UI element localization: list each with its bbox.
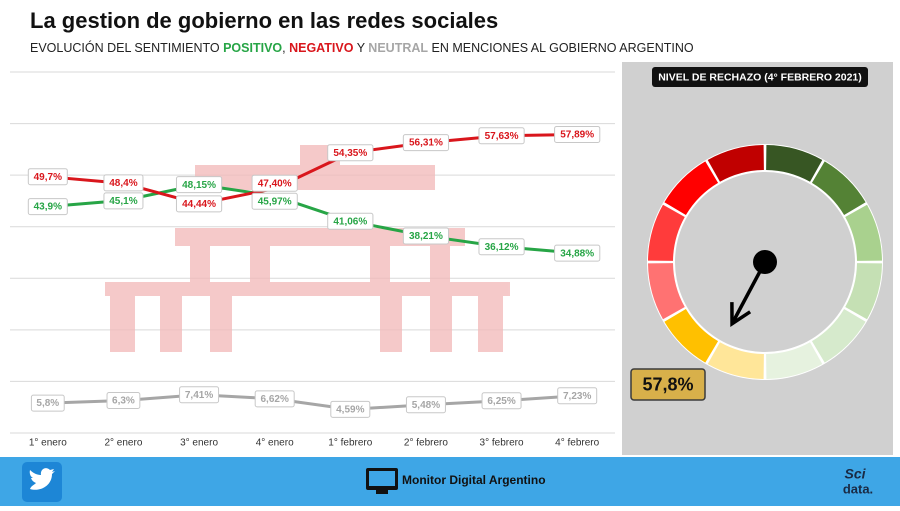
data-label: 7,23% (563, 391, 591, 402)
data-label-box (251, 174, 298, 192)
watermark (105, 145, 510, 352)
monitor-stand (376, 490, 388, 494)
data-label: 38,21% (409, 231, 443, 242)
data-label: 6,62% (261, 394, 289, 405)
subtitle-series: NEGATIVO (289, 41, 354, 55)
data-label-box (481, 392, 522, 410)
data-label-box (179, 386, 220, 404)
data-label: 7,41% (185, 390, 213, 401)
subtitle-text: Y (353, 41, 368, 55)
data-label-box (478, 238, 525, 256)
gauge-segment (664, 161, 719, 216)
data-label-box (557, 387, 598, 405)
data-label: 54,35% (333, 148, 367, 159)
gauge-title: NIVEL DE RECHAZO (4° FEBRERO 2021) (658, 71, 862, 83)
x-tick-label: 1° enero (29, 438, 67, 449)
data-label-box (254, 390, 295, 408)
data-label-box (30, 394, 65, 412)
data-label: 5,8% (36, 398, 59, 409)
gauge-segment (664, 308, 719, 363)
x-tick-label: 4° enero (256, 438, 294, 449)
gauge-segment (707, 342, 764, 379)
subtitle-text: EN MENCIONES AL GOBIERNO ARGENTINO (428, 41, 694, 55)
data-label: 45,97% (258, 196, 292, 207)
data-label-box (478, 127, 525, 145)
data-label: 45,1% (109, 196, 137, 207)
gauge-segment (766, 342, 823, 379)
gauge: NIVEL DE RECHAZO (4° FEBRERO 2021) 57,8% (630, 67, 883, 401)
data-label: 57,89% (560, 130, 594, 141)
data-label-box (175, 176, 223, 194)
data-label: 56,31% (409, 138, 443, 149)
data-label: 6,3% (112, 396, 135, 407)
data-label: 5,48% (412, 400, 440, 411)
data-label-box (251, 192, 298, 210)
subtitle-text: , (282, 41, 289, 55)
data-label-box (402, 134, 450, 152)
x-tick-label: 3° febrero (480, 438, 524, 449)
x-tick-label: 2° enero (104, 438, 142, 449)
data-label-box (402, 227, 450, 245)
data-label: 34,88% (560, 248, 594, 259)
data-label: 41,06% (333, 216, 367, 227)
data-label-box (330, 400, 371, 418)
gauge-segment (648, 204, 685, 261)
subtitle: EVOLUCIÓN DEL SENTIMIENTO POSITIVO, NEGA… (30, 40, 694, 55)
data-label-box (27, 198, 68, 216)
x-tick-label: 2° febrero (404, 438, 448, 449)
subtitle-series: NEUTRAL (368, 41, 428, 55)
value-label: 57,8% (642, 374, 693, 394)
twitter-bird (29, 468, 55, 490)
footer-bar (0, 457, 900, 506)
data-label-box (554, 244, 601, 262)
data-label: 47,40% (258, 178, 292, 189)
gauge-segment (845, 204, 882, 261)
gauge-segment (707, 145, 764, 182)
data-label: 57,63% (485, 131, 519, 142)
data-label-box (554, 125, 601, 143)
data-label: 4,59% (336, 404, 364, 415)
value-box (630, 368, 706, 401)
gauge-title-box (652, 67, 868, 87)
x-tick-label: 4° febrero (555, 438, 599, 449)
data-label-box (106, 392, 141, 410)
gauge-segment (845, 263, 882, 320)
x-tick-label: 1° febrero (328, 438, 372, 449)
needle-hub (753, 250, 777, 274)
data-label-box (103, 192, 144, 210)
data-label-box (405, 396, 446, 414)
subtitle-text: EVOLUCIÓN DEL SENTIMIENTO (30, 40, 223, 55)
data-label-box (327, 144, 374, 162)
brand: Monitor Digital Argentino (402, 473, 546, 487)
logo-bottom: data. (843, 481, 873, 496)
data-label-box (175, 195, 223, 213)
logo-top: Sci (844, 466, 866, 482)
data-label: 6,25% (487, 396, 515, 407)
x-tick-label: 3° enero (180, 438, 218, 449)
gauge-segment (811, 161, 866, 216)
data-label: 48,4% (109, 178, 137, 189)
data-label-box (327, 212, 374, 230)
data-label: 44,44% (182, 199, 216, 210)
data-label: 36,12% (485, 242, 519, 253)
needle-head (730, 302, 752, 327)
gauge-segment (811, 308, 866, 363)
data-label-box (27, 168, 68, 186)
data-label-box (103, 174, 144, 192)
data-label: 49,7% (34, 172, 62, 183)
subtitle-series: POSITIVO (223, 41, 282, 55)
gauge-segment (766, 145, 823, 182)
gauge-segment (648, 263, 685, 320)
gauge-needle (730, 250, 777, 327)
data-label: 48,15% (182, 180, 216, 191)
title: La gestion de gobierno en las redes soci… (30, 8, 498, 33)
data-label: 43,9% (34, 202, 62, 213)
monitor-screen (369, 471, 395, 486)
